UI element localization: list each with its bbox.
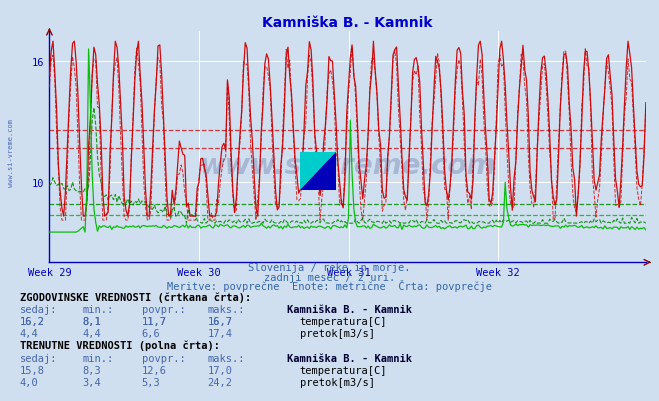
Text: pretok[m3/s]: pretok[m3/s] — [300, 377, 375, 387]
Text: Meritve: povprečne  Enote: metrične  Črta: povprečje: Meritve: povprečne Enote: metrične Črta:… — [167, 279, 492, 292]
Text: 11,7: 11,7 — [142, 316, 167, 326]
Text: maks.:: maks.: — [208, 304, 245, 314]
Text: 15,8: 15,8 — [20, 365, 45, 375]
Text: min.:: min.: — [82, 304, 113, 314]
Text: Kamniška B. - Kamnik: Kamniška B. - Kamnik — [287, 304, 412, 314]
Text: pretok[m3/s]: pretok[m3/s] — [300, 328, 375, 338]
Text: 4,4: 4,4 — [82, 328, 101, 338]
Text: 5,3: 5,3 — [142, 377, 160, 387]
Text: 16,2: 16,2 — [20, 316, 45, 326]
Text: 8,3: 8,3 — [82, 365, 101, 375]
Text: zadnji mesec / 2 uri.: zadnji mesec / 2 uri. — [264, 272, 395, 282]
Text: 3,4: 3,4 — [82, 377, 101, 387]
Text: Kamniška B. - Kamnik: Kamniška B. - Kamnik — [287, 353, 412, 363]
Text: www.si-vreme.com: www.si-vreme.com — [200, 152, 496, 180]
Text: 4,0: 4,0 — [20, 377, 38, 387]
Polygon shape — [300, 152, 336, 190]
Text: Slovenija / reke in morje.: Slovenija / reke in morje. — [248, 263, 411, 273]
Text: 17,4: 17,4 — [208, 328, 233, 338]
Text: 17,0: 17,0 — [208, 365, 233, 375]
Text: temperatura[C]: temperatura[C] — [300, 316, 387, 326]
Text: 16,7: 16,7 — [208, 316, 233, 326]
Text: 6,6: 6,6 — [142, 328, 160, 338]
Polygon shape — [300, 152, 336, 190]
Text: ZGODOVINSKE VREDNOSTI (črtkana črta):: ZGODOVINSKE VREDNOSTI (črtkana črta): — [20, 292, 251, 302]
Text: povpr.:: povpr.: — [142, 304, 185, 314]
Text: povpr.:: povpr.: — [142, 353, 185, 363]
Text: 8,1: 8,1 — [82, 316, 101, 326]
Text: maks.:: maks.: — [208, 353, 245, 363]
Text: sedaj:: sedaj: — [20, 304, 57, 314]
Text: temperatura[C]: temperatura[C] — [300, 365, 387, 375]
Text: sedaj:: sedaj: — [20, 353, 57, 363]
Text: www.si-vreme.com: www.si-vreme.com — [8, 118, 14, 186]
Text: 8,1: 8,1 — [82, 316, 101, 326]
Text: TRENUTNE VREDNOSTI (polna črta):: TRENUTNE VREDNOSTI (polna črta): — [20, 340, 219, 350]
Text: min.:: min.: — [82, 353, 113, 363]
Text: 12,6: 12,6 — [142, 365, 167, 375]
Text: 11,7: 11,7 — [142, 316, 167, 326]
Text: 16,7: 16,7 — [208, 316, 233, 326]
Text: 16,2: 16,2 — [20, 316, 45, 326]
Title: Kamniška B. - Kamnik: Kamniška B. - Kamnik — [262, 16, 433, 30]
Text: 4,4: 4,4 — [20, 328, 38, 338]
Text: 24,2: 24,2 — [208, 377, 233, 387]
